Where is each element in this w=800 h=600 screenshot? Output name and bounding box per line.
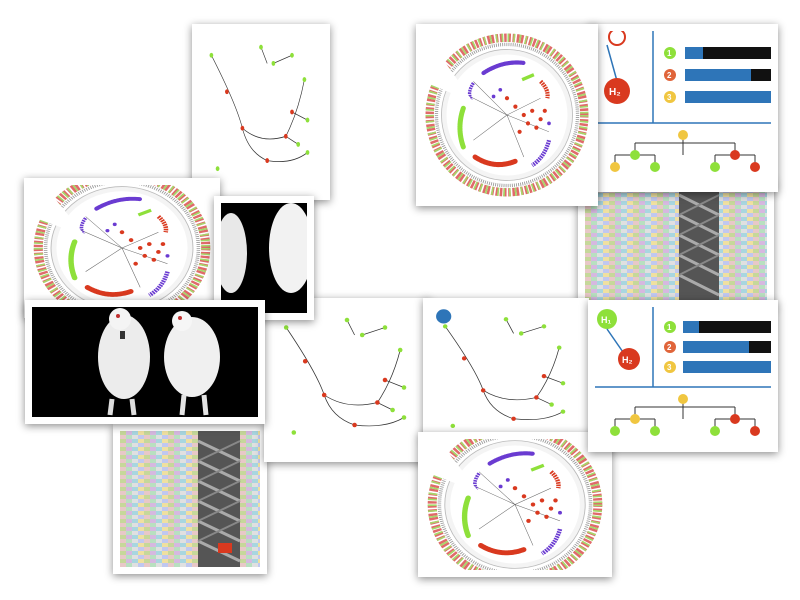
badge-h2: H₂: [622, 355, 633, 365]
num-3: 3: [667, 363, 672, 372]
hypothesis-tree-tile: H₂ 1 2 3: [588, 24, 778, 192]
radial-phylogeny-tile: [24, 178, 220, 318]
beta-barrel-protein-icon: [197, 431, 241, 567]
num-1: 1: [667, 49, 672, 58]
radial-phylogeny-tile: [416, 24, 598, 206]
badge-h2: H₂: [609, 87, 621, 98]
white-mice-icon: [32, 307, 258, 417]
badge-h1: H₁: [601, 315, 611, 325]
tree-clade-tile: [264, 298, 430, 462]
sequence-alignment-tile: [578, 178, 774, 308]
sequence-alignment-tile: [113, 424, 267, 574]
num-2: 2: [667, 71, 672, 80]
beta-barrel-protein-icon: [678, 185, 720, 301]
hypothesis-tree-tile: H₁ H₂ 1 2 3: [588, 300, 778, 452]
num-2: 2: [667, 343, 672, 352]
white-mice-tile: [25, 300, 265, 424]
radial-phylogeny-tile: [418, 432, 612, 577]
tree-clade-tile: [423, 298, 589, 440]
tree-clade-tile: [192, 24, 330, 200]
num-1: 1: [667, 323, 672, 332]
white-mice-tile: [214, 196, 314, 320]
num-3: 3: [667, 93, 672, 102]
